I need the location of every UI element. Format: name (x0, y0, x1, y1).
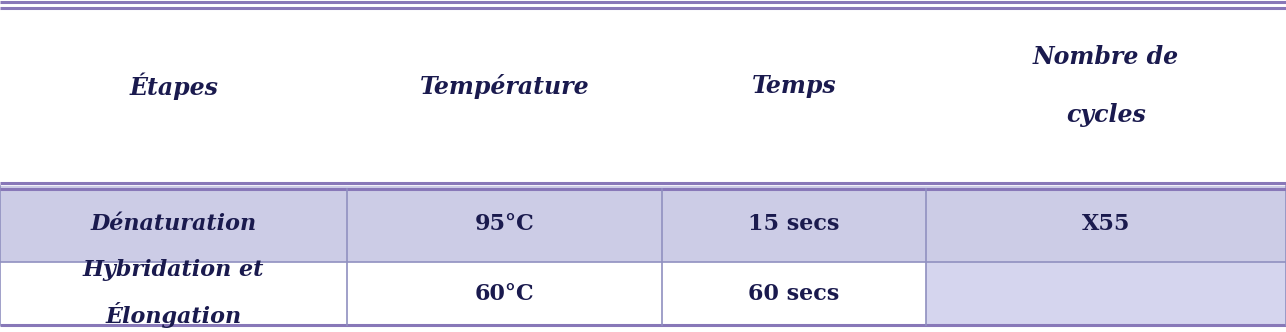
Bar (926, 262, 1286, 325)
Text: Température: Température (421, 74, 589, 99)
Bar (0, 262, 926, 325)
Bar (0, 186, 1286, 262)
Text: Nombre de
cycles: Nombre de cycles (1033, 45, 1179, 127)
Text: 95°C: 95°C (475, 213, 535, 235)
Bar (0, 0, 1286, 186)
Text: Temps: Temps (752, 74, 836, 98)
Text: X55: X55 (1082, 213, 1130, 235)
Text: 60 secs: 60 secs (748, 283, 840, 305)
Text: 15 secs: 15 secs (748, 213, 840, 235)
Text: Hybridation et
Élongation: Hybridation et Élongation (82, 259, 265, 328)
Text: 60°C: 60°C (475, 283, 535, 305)
Text: Étapes: Étapes (129, 73, 219, 100)
Text: Dénaturation: Dénaturation (90, 213, 257, 235)
